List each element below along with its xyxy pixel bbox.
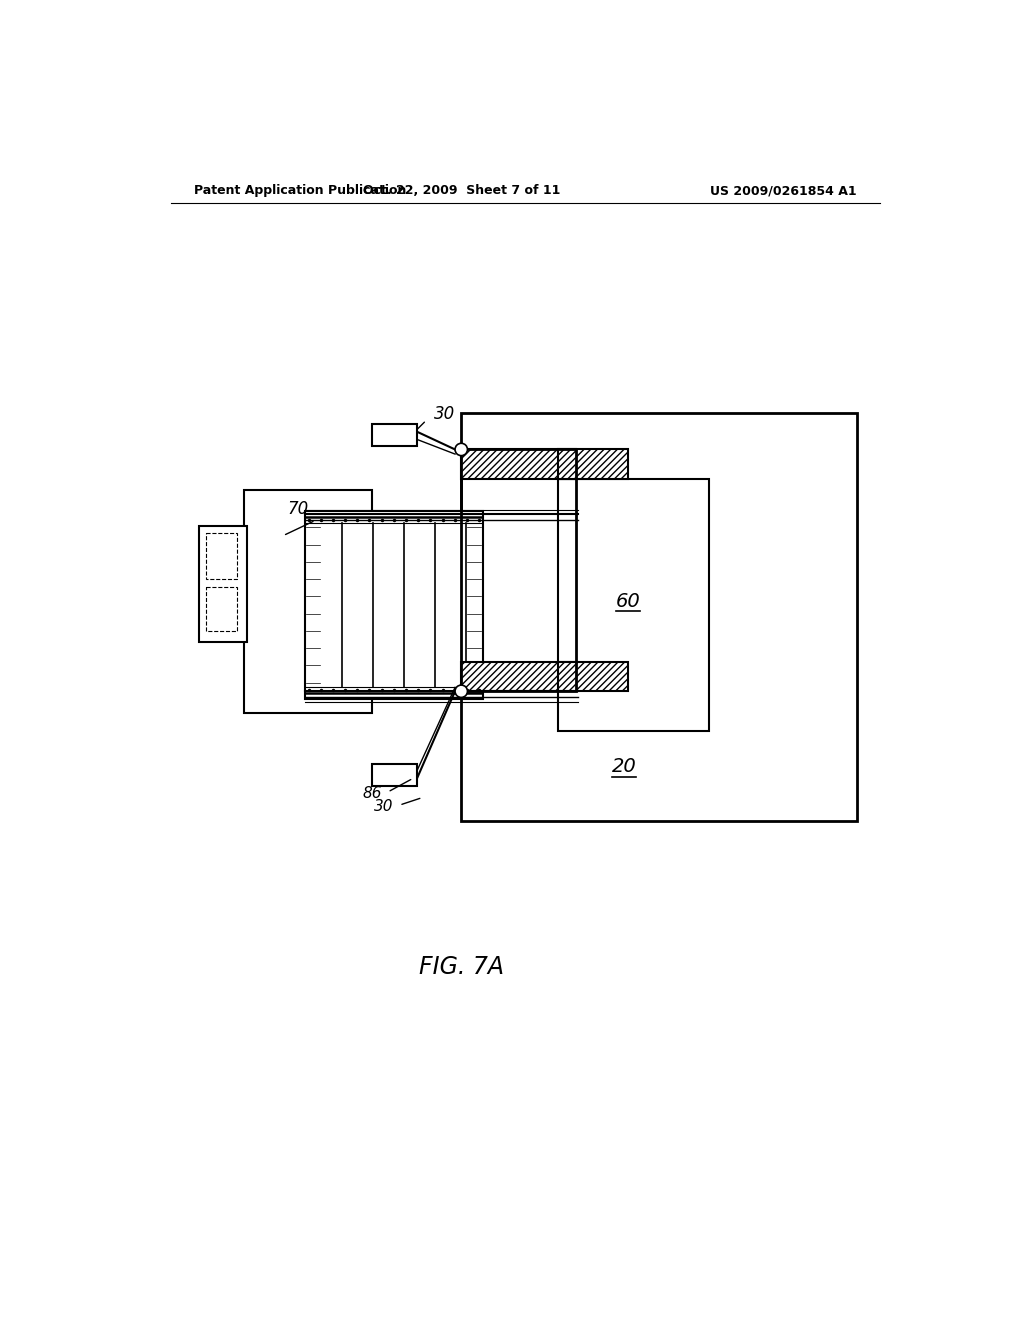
Text: 30: 30	[434, 405, 456, 422]
Text: Oct. 22, 2009  Sheet 7 of 11: Oct. 22, 2009 Sheet 7 of 11	[362, 185, 560, 197]
Text: 20: 20	[611, 758, 636, 776]
Circle shape	[455, 685, 467, 697]
Text: 70: 70	[288, 500, 309, 517]
Bar	[461, 663, 575, 692]
Bar	[372, 764, 417, 785]
Text: 30: 30	[374, 799, 393, 814]
Bar	[461, 449, 575, 479]
Text: 60: 60	[615, 591, 640, 611]
Text: FIG. 7A: FIG. 7A	[419, 954, 504, 979]
Bar	[245, 490, 372, 713]
Text: 86: 86	[362, 787, 382, 801]
Bar	[305, 511, 483, 700]
Bar	[461, 412, 856, 821]
Text: US 2009/0261854 A1: US 2009/0261854 A1	[710, 185, 856, 197]
Bar	[206, 586, 237, 631]
Bar	[372, 424, 417, 446]
Bar	[200, 527, 248, 642]
Bar	[558, 449, 628, 479]
Bar	[558, 479, 710, 731]
Bar	[461, 449, 575, 692]
Bar	[558, 663, 628, 692]
Bar	[206, 533, 237, 579]
Text: Patent Application Publication: Patent Application Publication	[194, 185, 407, 197]
Circle shape	[455, 444, 467, 455]
